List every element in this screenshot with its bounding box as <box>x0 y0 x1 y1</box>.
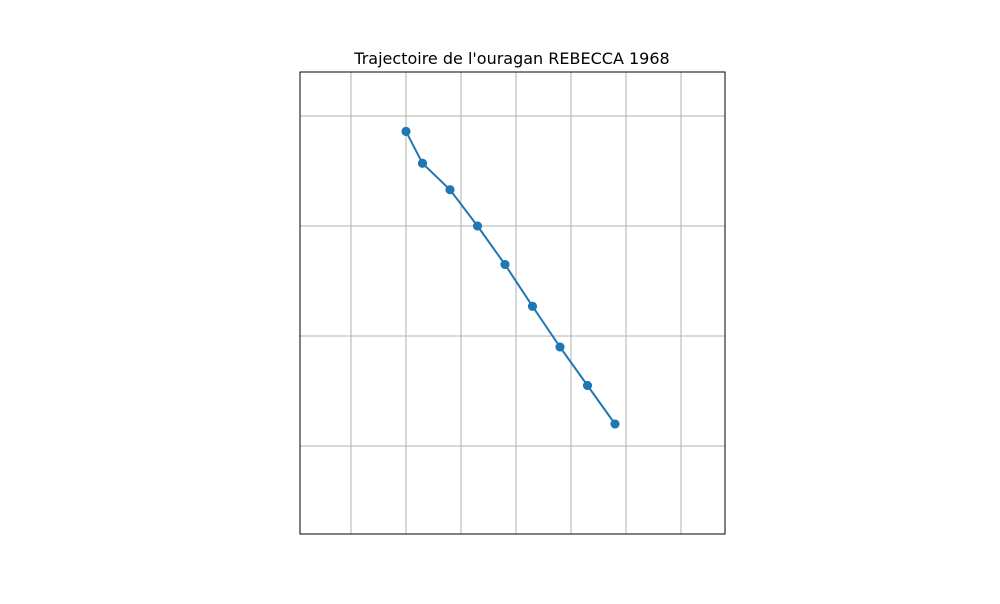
data-point-0-11 <box>445 185 455 195</box>
series-line-0 <box>404 130 616 425</box>
data-point-0-17 <box>610 419 620 429</box>
data-point-0-13 <box>500 260 510 269</box>
data-point-0-10 <box>417 158 427 168</box>
data-point-0-16 <box>582 381 592 390</box>
data-point-0-15 <box>555 342 565 352</box>
data-point-0-14 <box>527 301 537 311</box>
series-layer <box>401 126 620 429</box>
chart-title: Trajectoire de l'ouragan REBECCA 1968 <box>353 49 669 68</box>
plot-frame <box>299 71 726 535</box>
data-point-0-9 <box>401 126 411 136</box>
data-point-0-12 <box>472 221 482 231</box>
grid-layer <box>300 72 725 534</box>
